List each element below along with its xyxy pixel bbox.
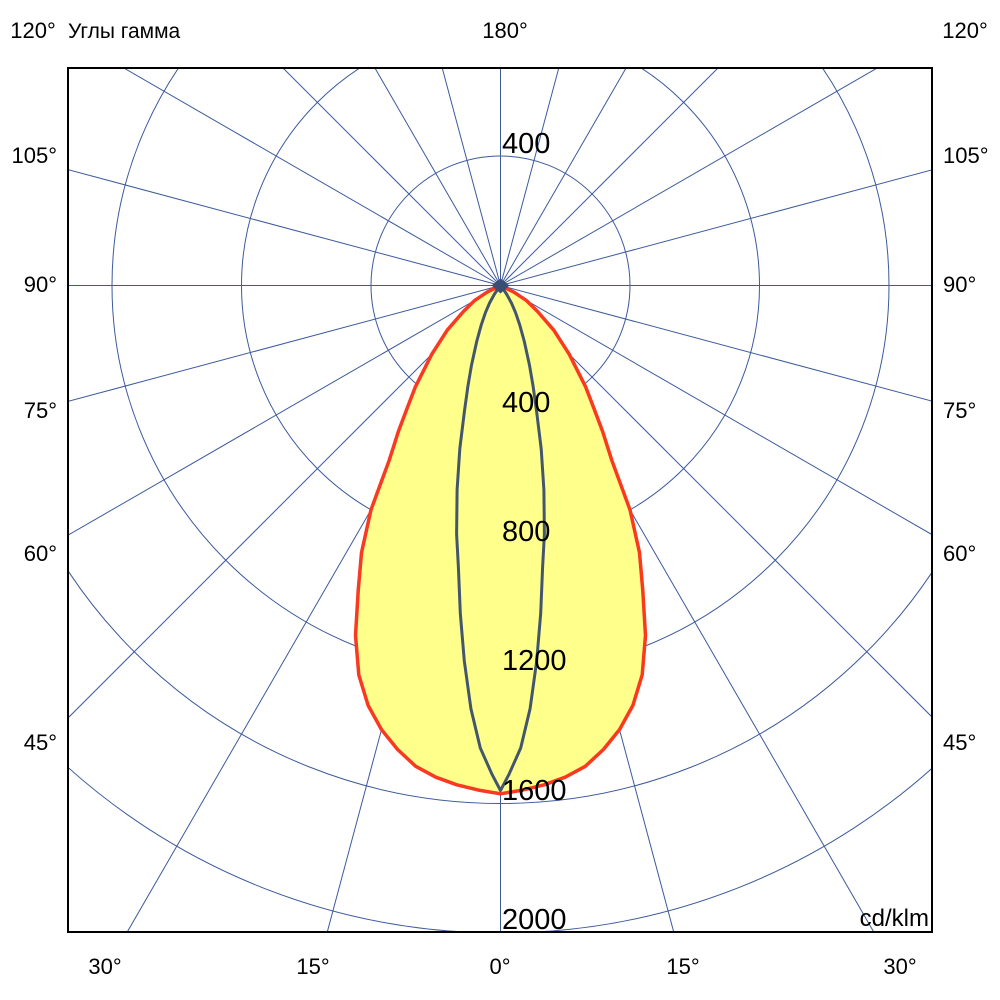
radial-line-150 [374,68,501,286]
angle-label-75-left: 75° [24,398,57,423]
radial-line-120 [122,68,501,286]
radial-line-165 [500,68,560,286]
angle-label-90-right: 90° [943,272,976,297]
intensity-curves [353,278,648,796]
radial-line-75 [68,285,501,402]
radial-line-120 [500,68,879,286]
angle-label-15-bottom-right: 15° [666,954,699,979]
radial-line-150 [500,68,627,286]
angle-label-105-right: 105° [943,143,989,168]
radial-line-105 [500,169,932,286]
curve-wide-beam [353,283,648,796]
angle-label-105-left: 105° [11,143,57,168]
right-angle-labels: 105° 90° 75° 60° 45° [943,143,989,755]
radius-value-labels: 400 400 800 1200 1600 2000 [502,128,567,936]
radius-label-800: 800 [502,516,550,548]
radial-line-60 [68,285,501,536]
radial-line-165 [441,68,501,286]
radial-line-135 [500,68,719,286]
radial-line-75 [500,285,932,402]
angle-label-45-right: 45° [943,730,976,755]
radius-label-1200: 1200 [502,645,567,677]
angle-label-45-left: 45° [24,730,57,755]
radial-line-45 [500,285,932,718]
angle-label-90-left: 90° [24,272,57,297]
center-marker [491,278,510,294]
radius-label-2000: 2000 [502,904,567,936]
angle-label-15-bottom-left: 15° [296,954,329,979]
angle-label-120-top-left: 120° [10,18,56,43]
angle-label-75-right: 75° [943,398,976,423]
radial-line-60 [500,285,932,536]
top-angle-labels: 120° Углы гамма 180° 120° [10,18,988,43]
angle-label-60-left: 60° [24,541,57,566]
angle-label-30-bottom-left: 30° [88,954,121,979]
bottom-angle-labels: 30° 15° 0° 15° 30° [88,954,916,979]
chart-title: Углы гамма [68,20,181,43]
radial-line-105 [68,169,501,286]
radius-label-400: 400 [502,387,550,419]
angle-label-120-top-right: 120° [942,18,988,43]
plot-border [67,67,933,933]
angle-label-0-bottom: 0° [489,954,510,979]
radial-line-135 [282,68,501,286]
angle-label-60-right: 60° [943,541,976,566]
left-angle-labels: 105° 90° 75° 60° 45° [11,143,57,755]
radius-label-1600: 1600 [502,775,567,807]
radius-label-400-top: 400 [502,128,550,160]
unit-label: cd/klm [860,905,929,932]
angle-label-180-top: 180° [482,18,528,43]
radial-line-45 [68,285,501,719]
angle-label-30-bottom-right: 30° [883,954,916,979]
curve-narrow-beam [455,284,546,792]
